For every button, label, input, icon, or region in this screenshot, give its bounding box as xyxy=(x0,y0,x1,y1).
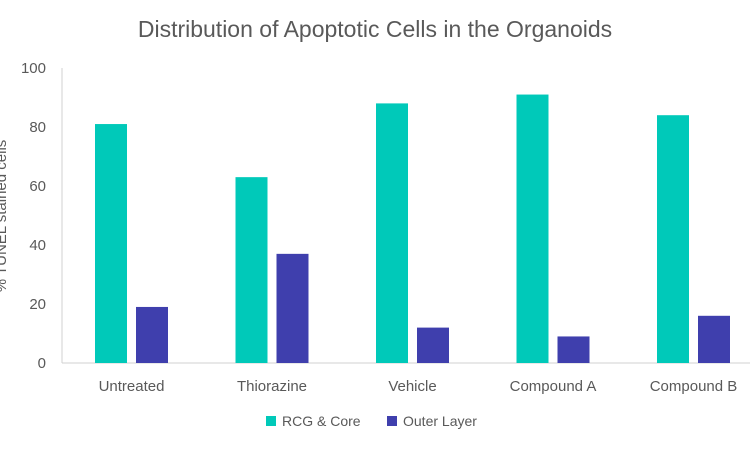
bar-outer-layer xyxy=(698,315,730,363)
bar-outer-layer xyxy=(276,253,309,363)
y-tick-label: 0 xyxy=(38,355,46,372)
bar-outer-layer xyxy=(557,336,590,363)
legend-label: Outer Layer xyxy=(403,413,477,429)
x-tick-label: Vehicle xyxy=(388,378,436,395)
x-tick-label: Thiorazine xyxy=(237,378,307,395)
bar-outer-layer xyxy=(417,327,449,363)
x-tick-label: Compound A xyxy=(510,378,597,395)
y-tick-label: 100 xyxy=(21,60,46,77)
x-axis-tick-labels: Untreated Thiorazine Vehicle Compound A Comp… xyxy=(99,378,738,395)
bar-rcg-core xyxy=(235,177,268,363)
legend-swatch xyxy=(387,416,397,426)
y-axis-title: % TUNEL stained cells xyxy=(0,140,10,293)
y-tick-label: 20 xyxy=(29,296,46,313)
y-axis-ticks: 0 20 40 60 80 100 xyxy=(21,60,46,372)
x-tick-label: Untreated xyxy=(99,378,165,395)
legend-label: RCG & Core xyxy=(282,413,361,429)
bar-rcg-core xyxy=(376,103,408,364)
y-tick-label: 60 xyxy=(29,178,46,195)
bar-rcg-core xyxy=(657,115,689,363)
x-tick-label: Compound B xyxy=(650,378,738,395)
bar-outer-layer xyxy=(136,306,168,363)
y-tick-label: 40 xyxy=(29,237,46,254)
chart-title: Distribution of Apoptotic Cells in the O… xyxy=(138,16,612,42)
bars-group xyxy=(95,94,730,364)
bar-rcg-core xyxy=(95,124,127,363)
bar-rcg-core xyxy=(516,94,549,364)
y-tick-label: 80 xyxy=(29,119,46,136)
legend-swatch xyxy=(266,416,276,426)
legend: RCG & Core Outer Layer xyxy=(266,413,477,429)
